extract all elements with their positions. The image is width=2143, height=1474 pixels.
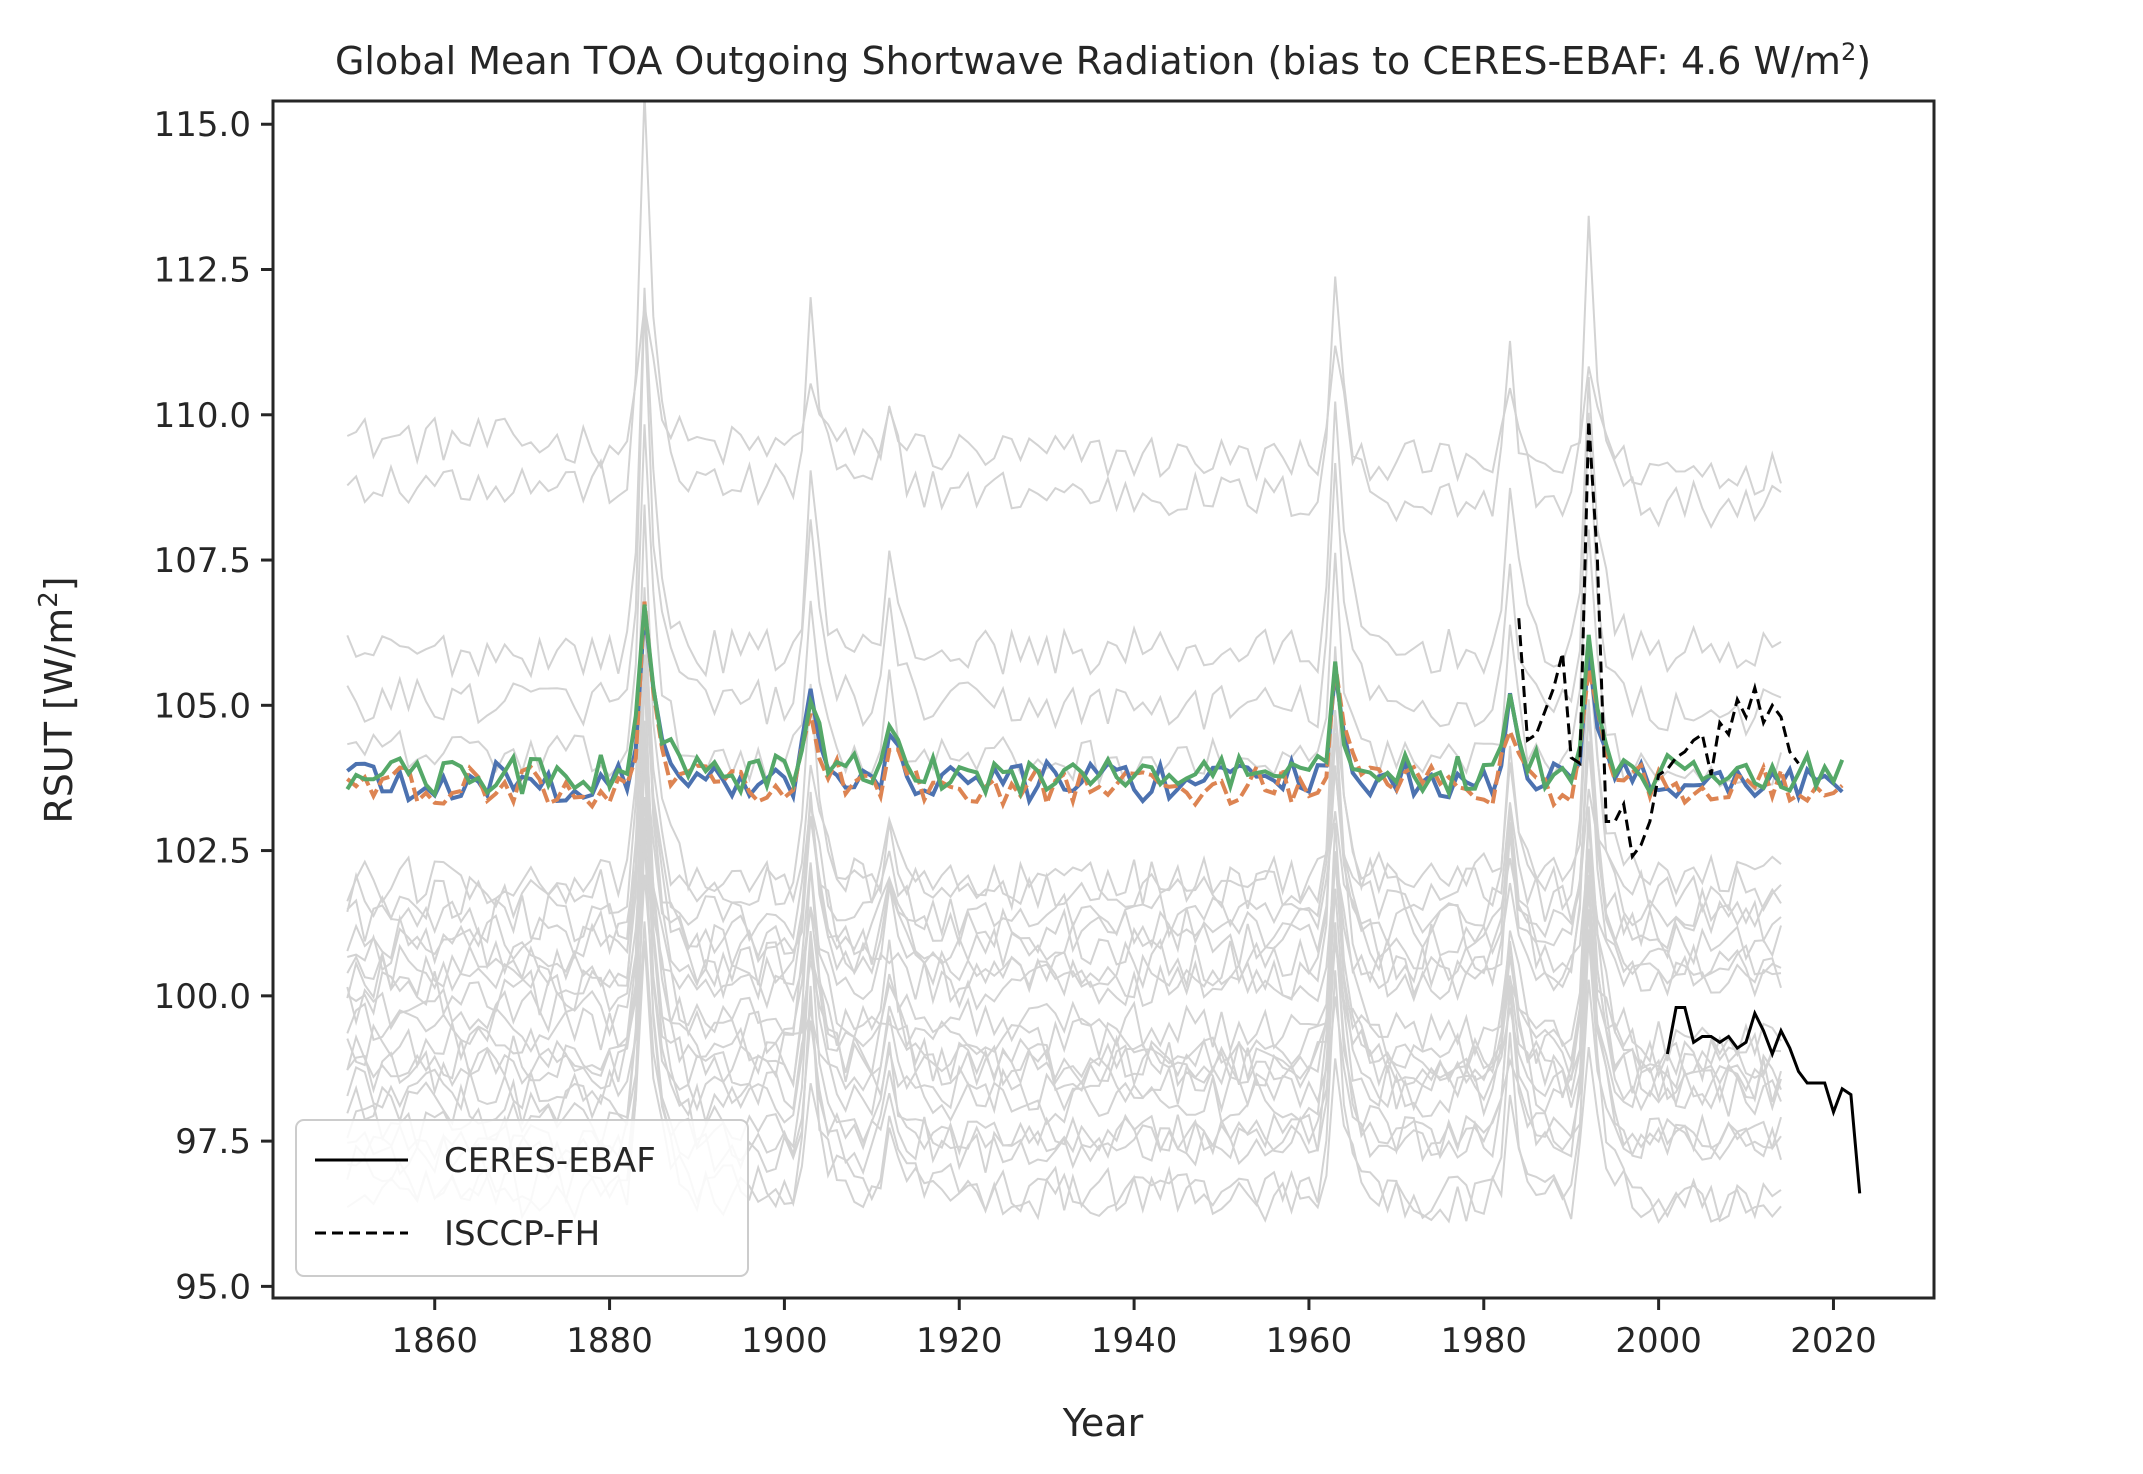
- y-axis-title: RSUT [W/m2]: [34, 576, 81, 823]
- x-tick-label: 1920: [916, 1321, 1003, 1361]
- model-series-line: [346, 615, 1782, 921]
- y-tick-label: 107.5: [154, 541, 251, 581]
- x-tick-label: 1980: [1441, 1321, 1528, 1361]
- x-axis: 1860 1880 1900 1920 1940 1960 1980 2000 2020: [391, 1298, 1877, 1361]
- x-tick-label: 1940: [1091, 1321, 1178, 1361]
- model-series-line: [346, 674, 1782, 1064]
- x-axis-title: Year: [1062, 1401, 1144, 1445]
- highlight-series-green: [345, 604, 1845, 800]
- y-axis: 95.0 97.5 100.0 102.5 105.0 107.5 110.0 112.5 11…: [154, 105, 273, 1307]
- legend-box: [295, 1119, 749, 1277]
- model-series-line: [346, 832, 1782, 1096]
- model-series-line: [346, 796, 1782, 1017]
- model-series-line: [346, 752, 1782, 961]
- model-series-line: [346, 287, 1782, 679]
- model-series-line: [346, 504, 1782, 914]
- model-series-line: [346, 305, 1782, 496]
- model-series-line: [346, 608, 1782, 1004]
- y-tick-label: 112.5: [154, 251, 251, 291]
- model-series-line: [346, 753, 1782, 1163]
- chart-title: Global Mean TOA Outgoing Shortwave Radia…: [335, 38, 1871, 83]
- y-tick-label: 102.5: [154, 832, 251, 872]
- model-series-line: [346, 671, 1782, 1104]
- obs-series-1: [1517, 420, 1800, 861]
- y-tick-label: 105.0: [154, 686, 251, 726]
- legend-label-ceres: CERES-EBAF: [444, 1141, 656, 1181]
- model-series-line: [346, 720, 1782, 1126]
- model-series-line: [347, 424, 1782, 792]
- plot-frame: [271, 99, 1936, 1300]
- y-tick-label: 100.0: [154, 977, 251, 1017]
- y-tick-label: 97.5: [175, 1122, 251, 1162]
- obs-series-0: [1665, 1006, 1862, 1194]
- model-series-line: [346, 797, 1782, 1100]
- model-series-line: [346, 301, 1782, 737]
- x-tick-label: 2020: [1790, 1321, 1877, 1361]
- y-tick-label: 95.0: [175, 1267, 251, 1307]
- model-series-line: [346, 654, 1782, 944]
- model-series-line: [346, 101, 1782, 530]
- model-series-line: [346, 738, 1782, 1083]
- highlight-series-orange: [346, 601, 1844, 811]
- data-layer: [345, 101, 1862, 1225]
- legend-label-isccp: ISCCP-FH: [444, 1214, 600, 1254]
- x-tick-label: 1880: [566, 1321, 653, 1361]
- y-tick-label: 115.0: [154, 105, 251, 145]
- x-tick-label: 1860: [391, 1321, 478, 1361]
- y-tick-label: 110.0: [154, 396, 251, 436]
- x-tick-label: 2000: [1615, 1321, 1702, 1361]
- x-tick-label: 1900: [741, 1321, 828, 1361]
- x-tick-label: 1960: [1266, 1321, 1353, 1361]
- legend: CERES-EBAF ISCCP-FH: [295, 1119, 749, 1277]
